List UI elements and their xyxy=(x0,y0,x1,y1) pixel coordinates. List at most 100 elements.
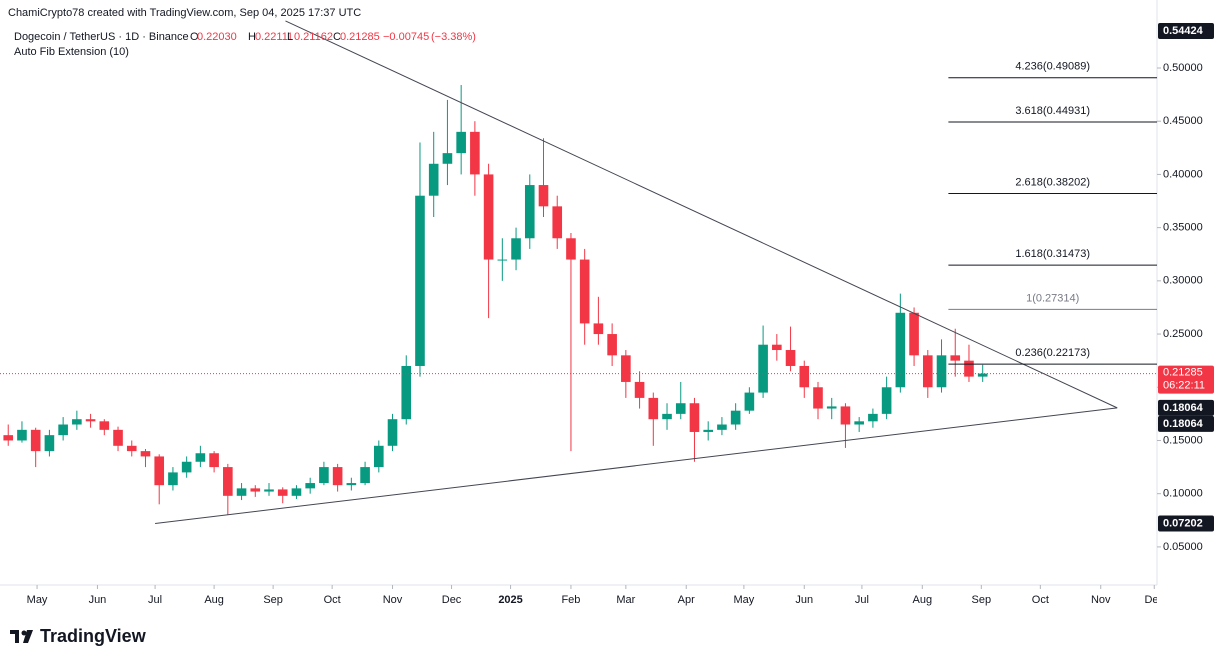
x-tick-label: May xyxy=(27,594,48,606)
candle-body xyxy=(895,312,906,388)
candle-body xyxy=(195,453,206,462)
fib-label: 0.236(0.22173) xyxy=(1015,347,1090,359)
y-tick-label: 0.40000 xyxy=(1163,168,1203,180)
candle-body xyxy=(140,451,151,457)
candle-body xyxy=(607,334,617,356)
candle-body xyxy=(360,467,370,484)
candle-body xyxy=(58,424,68,436)
candle-body xyxy=(387,419,398,446)
price-label: 0.18064 xyxy=(1163,402,1204,414)
candle-body xyxy=(126,445,137,452)
candle-body xyxy=(17,429,27,441)
candle-body xyxy=(813,387,823,409)
candle-body xyxy=(497,259,508,261)
candle-body xyxy=(511,238,521,260)
candle-body xyxy=(566,238,576,260)
candle-body xyxy=(181,461,192,473)
candle-body xyxy=(840,406,851,425)
x-tick-label: 2025 xyxy=(498,594,522,606)
candle-body xyxy=(881,387,892,414)
y-tick-label: 0.35000 xyxy=(1163,222,1203,234)
x-tick-label: Mar xyxy=(616,594,635,606)
symbol: Dogecoin / TetherUS · 1D · Binance xyxy=(14,31,189,43)
x-tick-label: Oct xyxy=(1032,594,1049,606)
price-label-box xyxy=(1158,515,1214,532)
candle-body xyxy=(854,421,864,425)
candle-body xyxy=(332,467,343,486)
ohlc-value: 0.21285 xyxy=(340,31,380,43)
candle-body xyxy=(744,392,755,411)
y-tick-label: 0.25000 xyxy=(1163,328,1203,340)
x-tick-label: Apr xyxy=(678,594,695,606)
candle-body xyxy=(964,360,974,377)
candle-body xyxy=(154,456,165,486)
x-tick-label: Oct xyxy=(324,594,341,606)
candle-body xyxy=(483,174,494,260)
x-tick-label: May xyxy=(733,594,754,606)
candle-body xyxy=(579,259,590,324)
candle-body xyxy=(950,355,961,361)
trendline xyxy=(155,407,1118,524)
candle-body xyxy=(428,163,439,196)
x-tick-label: Feb xyxy=(561,594,580,606)
price-label-box xyxy=(1158,23,1214,39)
candle-body xyxy=(826,406,837,409)
ohlc-value: 0.21162 xyxy=(294,31,333,43)
y-tick-label: 0.50000 xyxy=(1163,62,1203,74)
logo-icon xyxy=(10,630,33,643)
candle-body xyxy=(730,410,741,425)
candle-body xyxy=(785,350,796,366)
price-label-box xyxy=(1158,415,1214,432)
price-label: 0.18064 xyxy=(1163,418,1204,430)
candle-body xyxy=(552,206,563,239)
candle-body xyxy=(717,424,727,430)
candle-body xyxy=(319,467,329,484)
ohlc-value: 0.22111 xyxy=(255,31,293,43)
candle-body xyxy=(772,344,782,351)
x-tick-label: Dec xyxy=(442,594,462,606)
fib-label: 1.618(0.31473) xyxy=(1015,248,1090,260)
candle-body xyxy=(85,419,96,422)
x-tick-label: Sep xyxy=(972,594,992,606)
candle-body xyxy=(977,373,988,377)
ohlc-value: 0.22030 xyxy=(197,31,237,43)
price-label: 0.54424 xyxy=(1163,25,1204,37)
x-tick-label: Jul xyxy=(855,594,869,606)
candle-body xyxy=(662,413,672,420)
candle-body xyxy=(909,312,919,356)
candle-body xyxy=(593,323,604,335)
price-label-box xyxy=(1158,399,1214,416)
candle-body xyxy=(305,483,315,489)
countdown: 06:22:11 xyxy=(1163,379,1205,391)
x-tick-label: Nov xyxy=(1091,594,1111,606)
candle-body xyxy=(113,429,123,446)
change: −0.00745 xyxy=(383,31,429,43)
indicator: Auto Fib Extension (10) xyxy=(14,46,129,58)
candle-body xyxy=(250,488,261,492)
x-tick-label: Aug xyxy=(204,594,224,606)
candle-body xyxy=(168,472,178,486)
y-tick-label: 0.15000 xyxy=(1163,434,1203,446)
x-tick-label: Sep xyxy=(263,594,283,606)
candle-body xyxy=(291,488,302,496)
candle-body xyxy=(236,488,247,496)
candle-body xyxy=(689,403,700,432)
candle-body xyxy=(922,355,933,388)
trendline xyxy=(285,20,1118,409)
candle-body xyxy=(442,153,453,164)
candle-body xyxy=(648,397,659,420)
x-tick-label: Dec xyxy=(1144,594,1164,606)
candle-body xyxy=(621,355,631,382)
y-tick-label: 0.10000 xyxy=(1163,488,1203,500)
candle-body xyxy=(799,365,810,388)
logo-text: TradingView xyxy=(40,626,147,646)
fib-label: 4.236(0.49089) xyxy=(1015,61,1090,73)
candle-body xyxy=(44,435,55,452)
y-tick-label: 0.30000 xyxy=(1163,275,1203,287)
candle-body xyxy=(634,381,645,398)
y-tick-label: 0.45000 xyxy=(1163,115,1203,127)
candle-body xyxy=(209,453,219,468)
last-price-label: 0.21285 xyxy=(1163,366,1203,378)
